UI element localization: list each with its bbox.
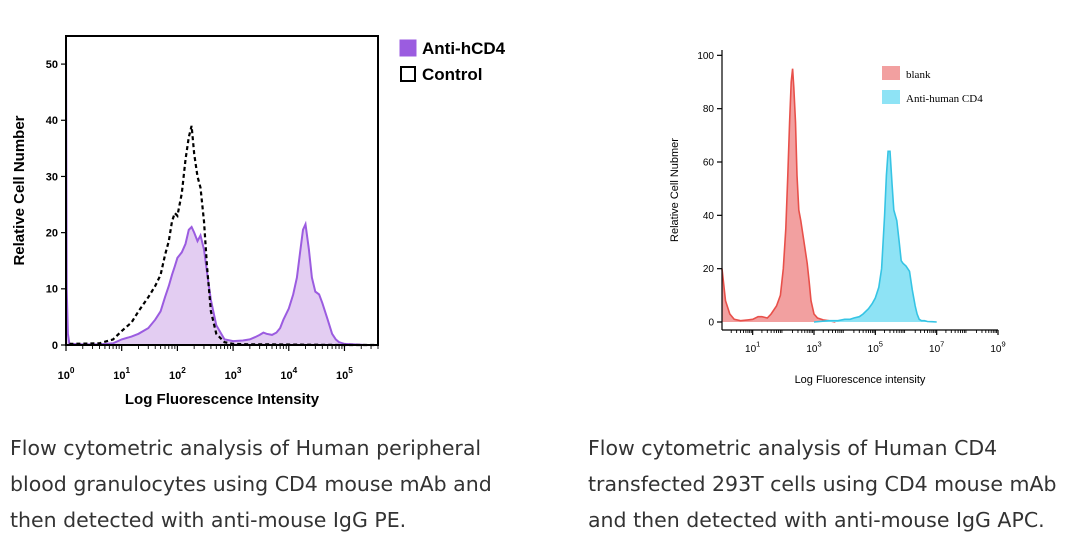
- x-axis-title: Log Fluorescence intensity: [795, 374, 926, 386]
- y-tick-label: 60: [703, 158, 715, 169]
- y-tick-label: 80: [703, 104, 715, 115]
- series-line-0: [65, 41, 378, 346]
- histogram-chart-293t-cells: 0 20 40 60 80 100 101 103 105 107 109 Log Fluoresce…: [669, 50, 1006, 386]
- y-tick-label: 50: [46, 59, 58, 71]
- series-line-1: [69, 125, 378, 347]
- plot-frame: [65, 35, 379, 346]
- y-tick-label: 100: [697, 51, 714, 62]
- x-tick-label: 105: [868, 340, 883, 356]
- legend-swatch: [882, 90, 900, 104]
- caption-line: and then detected with anti-mouse IgG AP…: [588, 508, 1045, 532]
- x-tick-label: 100: [58, 366, 75, 382]
- legend-label: blank: [906, 69, 931, 81]
- caption-line: Flow cytometric analysis of Human CD4: [588, 436, 998, 460]
- x-tick-label: 107: [929, 340, 944, 356]
- y-tick-label: 20: [46, 227, 58, 239]
- y-tick-label: 10: [46, 284, 58, 296]
- y-tick-label: 20: [703, 264, 715, 275]
- legend-swatch: [400, 66, 416, 82]
- figure-caption-left: Flow cytometric analysis of Human periph…: [10, 430, 570, 538]
- histogram-chart-granulocytes: 0 10 20 30 40 50 100 101 102 103 104 105 Log Fluores…: [11, 35, 506, 408]
- legend-label: Control: [422, 65, 482, 84]
- series-line-1: [813, 150, 937, 323]
- series-area-0: [722, 68, 836, 322]
- caption-line: transfected 293T cells using CD4 mouse m…: [588, 472, 1057, 496]
- x-tick-label: 102: [169, 366, 186, 382]
- legend-label: Anti-hCD4: [422, 39, 506, 58]
- y-tick-label: 40: [703, 211, 715, 222]
- y-tick-label: 40: [46, 115, 58, 127]
- x-axis-title: Log Fluorescence Intensity: [125, 391, 320, 408]
- y-axis-title: Relative Cell Nubmer: [669, 138, 681, 242]
- y-axis-title: Relative Cell Number: [11, 115, 28, 265]
- figure-caption-right: Flow cytometric analysis of Human CD4 tr…: [588, 430, 1083, 538]
- caption-line: Flow cytometric analysis of Human periph…: [10, 436, 482, 460]
- x-tick-label: 109: [990, 340, 1005, 356]
- x-tick-label: 104: [280, 366, 297, 382]
- x-tick-label: 101: [113, 366, 130, 382]
- legend-label: Anti-human CD4: [906, 93, 983, 105]
- y-tick-label: 0: [52, 340, 58, 352]
- caption-line: blood granulocytes using CD4 mouse mAb a…: [10, 472, 492, 496]
- y-tick-label: 30: [46, 171, 58, 183]
- series-line-0: [721, 68, 836, 323]
- series-area-1: [814, 151, 937, 322]
- x-tick-label: 101: [745, 340, 760, 356]
- x-tick-label: 103: [806, 340, 821, 356]
- x-tick-label: 105: [336, 366, 353, 382]
- caption-line: then detected with anti-mouse IgG PE.: [10, 508, 407, 532]
- x-tick-label: 103: [225, 366, 242, 382]
- legend-swatch: [882, 66, 900, 80]
- y-tick-label: 0: [708, 318, 714, 329]
- series-area-0: [66, 41, 378, 345]
- legend-swatch: [399, 39, 417, 57]
